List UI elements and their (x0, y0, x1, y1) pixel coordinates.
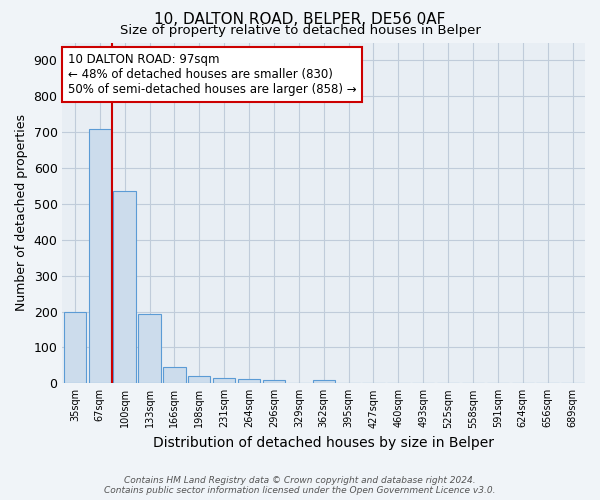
Bar (263, 380, 285, 384)
Bar (113, 192, 136, 384)
Text: Contains HM Land Registry data © Crown copyright and database right 2024.
Contai: Contains HM Land Registry data © Crown c… (104, 476, 496, 495)
X-axis label: Distribution of detached houses by size in Belper: Distribution of detached houses by size … (153, 436, 494, 450)
Bar (213, 378, 235, 384)
Text: 10 DALTON ROAD: 97sqm
← 48% of detached houses are smaller (830)
50% of semi-det: 10 DALTON ROAD: 97sqm ← 48% of detached … (68, 52, 356, 96)
Bar (313, 380, 335, 384)
Bar (139, 314, 161, 384)
Text: Size of property relative to detached houses in Belper: Size of property relative to detached ho… (119, 24, 481, 37)
Y-axis label: Number of detached properties: Number of detached properties (15, 114, 28, 312)
Bar (188, 376, 211, 384)
Text: 10, DALTON ROAD, BELPER, DE56 0AF: 10, DALTON ROAD, BELPER, DE56 0AF (154, 12, 446, 28)
Bar (163, 367, 185, 384)
Bar (238, 379, 260, 384)
Bar (89, 128, 111, 384)
Bar (64, 312, 86, 384)
